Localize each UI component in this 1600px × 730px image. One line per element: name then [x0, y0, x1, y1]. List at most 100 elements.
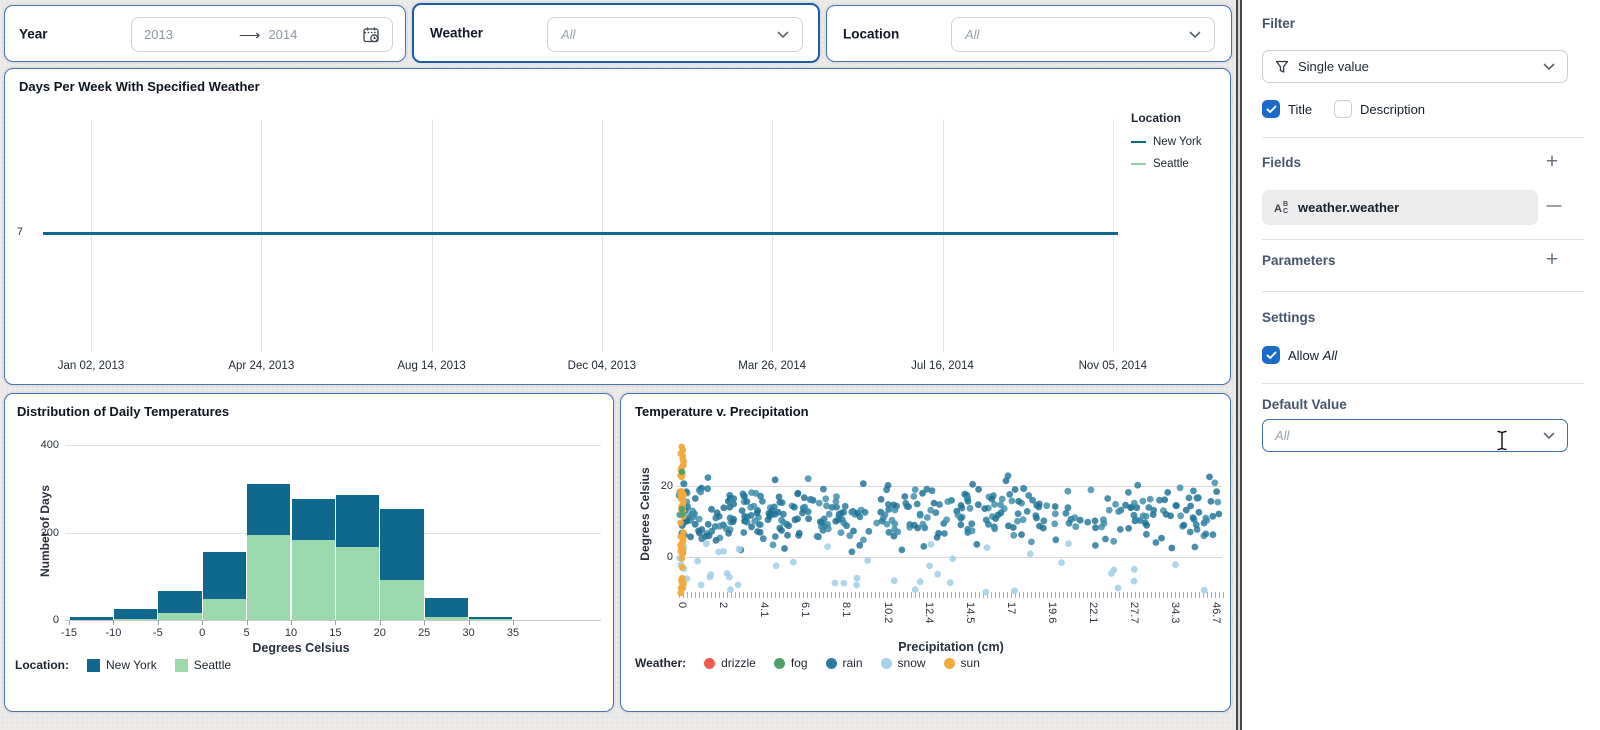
- chevron-down-icon: [777, 31, 789, 39]
- scatter-point: [1190, 516, 1198, 523]
- scatter-point: [894, 528, 902, 536]
- x-tick-label: 0: [199, 627, 206, 639]
- funnel-icon: [1275, 60, 1289, 74]
- scatter-point: [991, 525, 999, 533]
- scatter-point: [784, 531, 791, 539]
- description-checkbox[interactable]: [1334, 100, 1352, 118]
- scatter-point: [1130, 499, 1138, 507]
- histogram-panel[interactable]: Distribution of Daily Temperatures Numbe…: [4, 393, 614, 712]
- histogram-bar-newyork: [469, 616, 513, 620]
- scatter-point: [678, 575, 686, 582]
- scatter-point: [704, 520, 712, 528]
- scatter-point: [765, 509, 773, 517]
- settings-section-heading: Settings: [1262, 310, 1316, 325]
- range-arrow-icon: ⟶: [238, 26, 261, 44]
- x-tick: [513, 620, 514, 625]
- gridline: [65, 445, 601, 446]
- scatter-point: [941, 530, 948, 537]
- weather-select[interactable]: All: [547, 17, 803, 52]
- scatter-point: [1125, 489, 1132, 496]
- gridline: [261, 119, 263, 353]
- seattle-swatch: [174, 658, 188, 672]
- scatter-point: [930, 499, 938, 507]
- chevron-down-icon: [1543, 432, 1555, 440]
- allow-all-checkbox-row[interactable]: Allow All: [1262, 346, 1337, 364]
- year-start-value[interactable]: 2013: [144, 27, 173, 42]
- location-filter-panel[interactable]: Location All: [826, 5, 1232, 62]
- scatter-point: [679, 538, 687, 545]
- scatter-point: [1064, 504, 1072, 512]
- scatter-point: [1127, 504, 1135, 512]
- filter-type-select[interactable]: Single value: [1262, 50, 1568, 83]
- scatter-point: [678, 473, 685, 481]
- x-tick-label: -15: [61, 627, 77, 639]
- scatter-point: [712, 514, 720, 522]
- scatter-point: [687, 533, 694, 541]
- scatter-point: [1036, 522, 1043, 530]
- remove-field-button[interactable]: —: [1546, 197, 1562, 214]
- scatter-point: [720, 504, 728, 512]
- line-chart-panel[interactable]: Days Per Week With Specified Weather Jan…: [4, 68, 1231, 385]
- scatter-point: [1168, 544, 1176, 552]
- year-range-input[interactable]: 2013 ⟶ 2014: [131, 17, 393, 52]
- x-tick-label: Mar 26, 2014: [738, 360, 807, 372]
- scatter-point: [850, 527, 857, 535]
- allow-all-checkbox[interactable]: [1262, 346, 1280, 364]
- weather-filter-panel[interactable]: Weather All: [412, 3, 820, 63]
- scatter-point: [964, 498, 972, 505]
- gridline: [431, 119, 433, 353]
- y-tick-label: 20: [660, 480, 673, 492]
- default-value-select[interactable]: All: [1262, 419, 1568, 452]
- scatter-point: [705, 532, 713, 540]
- panel-resize-splitter[interactable]: [1236, 0, 1242, 730]
- scatter-point: [1028, 538, 1035, 546]
- scatter-panel[interactable]: Temperature v. Precipitation Degrees Cel…: [620, 393, 1231, 712]
- scatter-point: [983, 544, 991, 551]
- scatter-point: [1052, 536, 1060, 544]
- x-tick: [202, 620, 204, 625]
- scatter-point: [883, 520, 891, 528]
- scatter-point: [1177, 512, 1184, 520]
- scatter-x-axis-label: Precipitation (cm): [898, 640, 1004, 654]
- title-checkbox[interactable]: [1262, 100, 1280, 118]
- scatter-point: [748, 523, 755, 531]
- legend-item: snow: [880, 656, 926, 670]
- year-end-value[interactable]: 2014: [268, 27, 298, 42]
- title-checkbox-row[interactable]: Title: [1262, 100, 1312, 118]
- description-checkbox-row[interactable]: Description: [1334, 100, 1425, 118]
- scatter-point: [680, 491, 687, 498]
- x-tick-label: -5: [152, 627, 163, 639]
- scatter-point: [1014, 510, 1022, 518]
- scatter-point: [678, 443, 685, 451]
- add-parameter-button[interactable]: +: [1545, 248, 1559, 271]
- scatter-point: [898, 546, 906, 554]
- x-tick-label: Nov 05, 2014: [1078, 360, 1147, 372]
- scatter-point: [734, 581, 742, 589]
- x-tick-label: 25: [418, 627, 431, 639]
- scatter-point: [805, 515, 812, 523]
- legend-title: Weather:: [635, 656, 687, 670]
- scatter-point: [853, 581, 860, 589]
- scatter-point: [1104, 495, 1112, 502]
- weather-filter-label: Weather: [430, 25, 484, 41]
- scatter-point: [1011, 587, 1018, 595]
- location-select[interactable]: All: [951, 17, 1215, 52]
- scatter-point: [946, 579, 954, 586]
- scatter-point: [1187, 502, 1194, 510]
- newyork-line-swatch: [1131, 140, 1146, 144]
- scatter-point: [689, 507, 696, 515]
- line-chart-plot: Jan 02, 2013 Apr 24, 2013 Aug 14, 2013 Dec …: [5, 69, 1230, 384]
- scatter-point: [1011, 486, 1019, 493]
- add-field-button[interactable]: +: [1545, 150, 1559, 173]
- scatter-point: [1067, 515, 1075, 523]
- calendar-icon[interactable]: [362, 26, 380, 44]
- scatter-point: [848, 548, 856, 556]
- scatter-point: [985, 520, 992, 528]
- scatter-point: [825, 510, 833, 518]
- scatter-point: [848, 508, 856, 516]
- scatter-point: [823, 502, 830, 510]
- year-filter-panel[interactable]: Year 2013 ⟶ 2014: [4, 5, 406, 62]
- scatter-point: [998, 495, 1006, 503]
- scatter-point: [770, 503, 778, 511]
